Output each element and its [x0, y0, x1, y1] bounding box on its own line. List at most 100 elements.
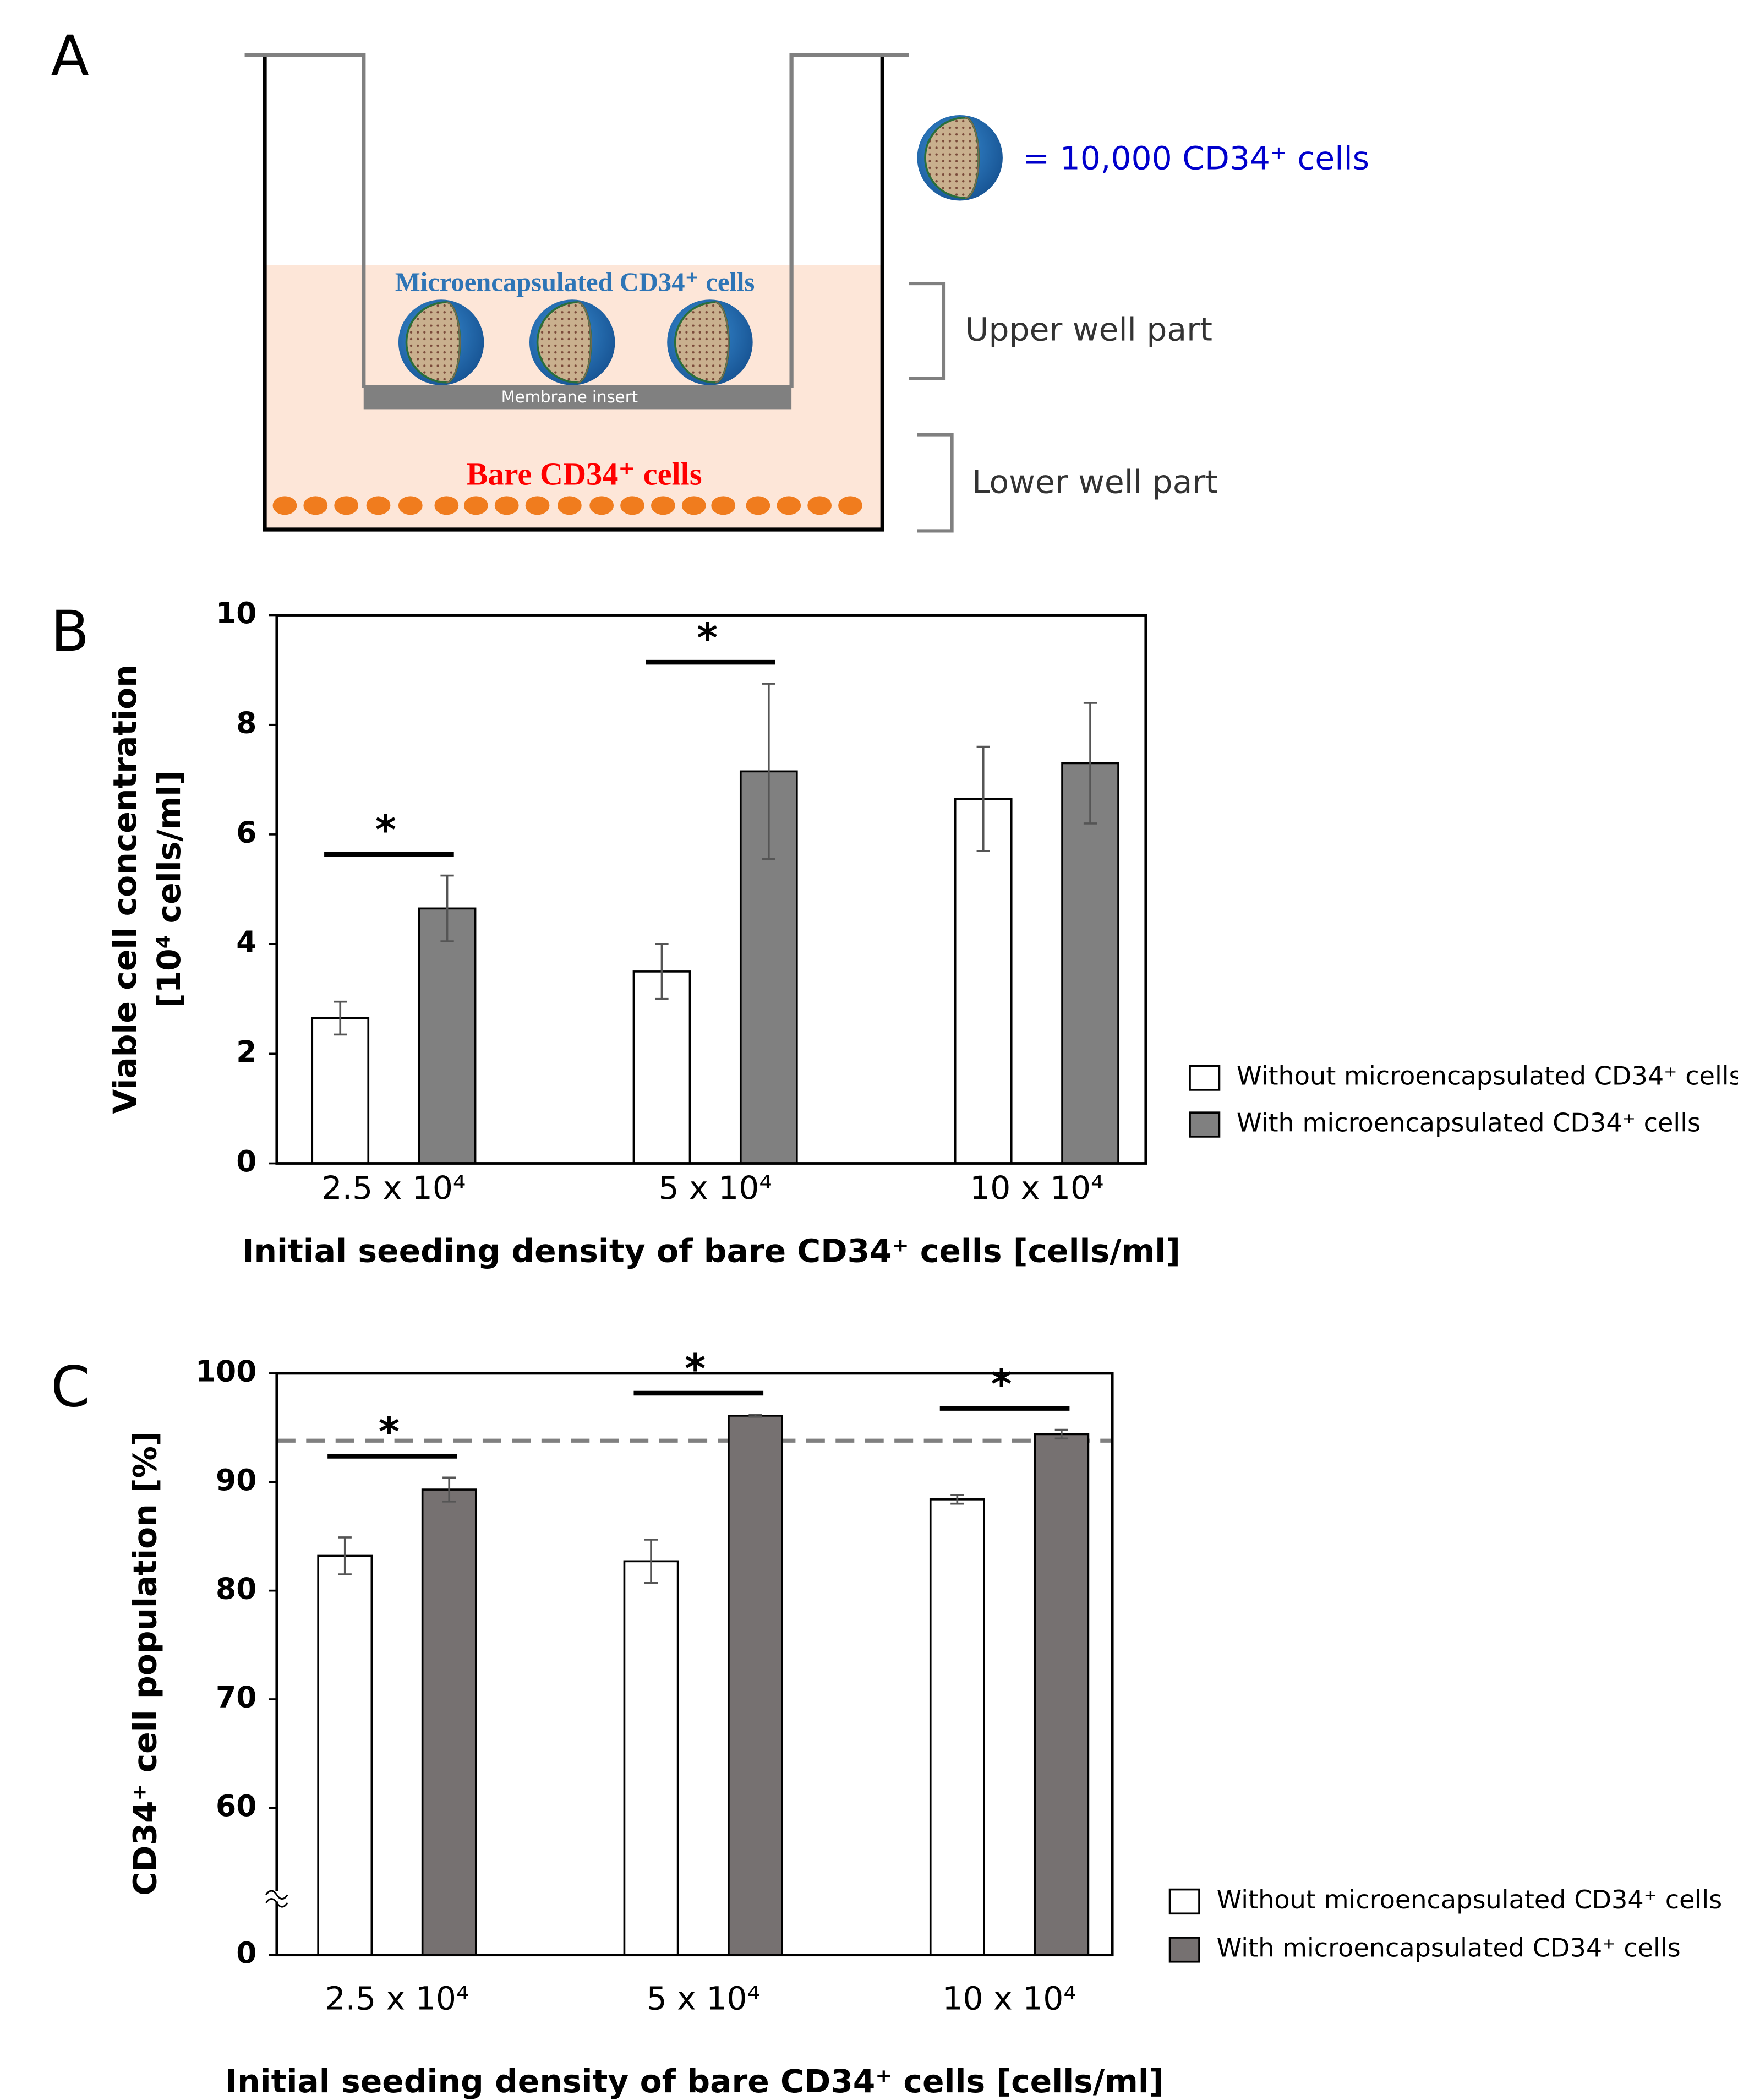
significance-label: * [375, 807, 396, 854]
panel-label: C [51, 1354, 90, 1420]
insert-label: Microencapsulated CD34⁺ cells [395, 268, 755, 297]
bare-cell [463, 496, 488, 515]
bare-cell [838, 496, 862, 515]
y-axis-label: [10⁴ cells/ml] [150, 771, 188, 1008]
bare-cell [334, 496, 359, 515]
bar [728, 1415, 783, 1956]
y-tick-label: 90 [216, 1463, 256, 1497]
capsule [397, 298, 485, 386]
capsule-legend [916, 114, 1004, 202]
x-axis-label: Initial seeding density of bare CD34⁺ ce… [225, 2063, 1163, 2100]
bare-cell [711, 496, 736, 515]
capsule [528, 298, 616, 386]
x-tick-label: 2.5 x 10⁴ [321, 1169, 466, 1207]
y-tick-label: 60 [216, 1788, 256, 1823]
bare-cell [589, 496, 614, 515]
significance-label: * [685, 1346, 706, 1393]
plot-frame [275, 1372, 1114, 1957]
legend-swatch [1168, 1888, 1200, 1915]
bar [954, 798, 1013, 1165]
error-bar [442, 1476, 456, 1503]
bare-cell [366, 496, 391, 515]
panel-label: A [51, 24, 89, 89]
y-axis-label: Viable cell concentration [106, 664, 144, 1114]
legend-label: Without microencapsulated CD34⁺ cells [1217, 1885, 1723, 1914]
bracket [909, 282, 946, 380]
x-tick-label: 10 x 10⁴ [942, 1979, 1076, 2017]
bracket [917, 433, 954, 533]
significance-label: * [697, 615, 718, 662]
x-tick-label: 5 x 10⁴ [659, 1169, 772, 1207]
bare-cell [807, 496, 832, 515]
membrane-label: Membrane insert [501, 388, 638, 406]
panel-label: B [51, 599, 89, 664]
bare-cell [557, 496, 582, 515]
x-axis-label: Initial seeding density of bare CD34⁺ ce… [242, 1232, 1180, 1269]
x-tick-label: 2.5 x 10⁴ [325, 1979, 469, 2017]
y-axis-label: CD34⁺ cell population [%] [126, 1431, 163, 1895]
bare-cells [272, 496, 862, 515]
diagram: A Membrane insert Microencapsulated CD34… [51, 24, 1369, 533]
y-tick-label: 8 [236, 705, 256, 740]
membrane [363, 385, 792, 410]
significance-label: * [379, 1409, 400, 1456]
bare-cell [681, 496, 706, 515]
error-bar [655, 943, 669, 1000]
bare-cell [777, 496, 801, 515]
error-bar [440, 874, 454, 942]
bar [632, 970, 691, 1165]
error-bar [1054, 1428, 1068, 1440]
bar [317, 1554, 373, 1956]
axis-break [265, 1890, 288, 1908]
bare-label: Bare CD34⁺ cells [467, 456, 702, 492]
capsule [666, 298, 754, 386]
y-tick-label: 0 [236, 1935, 256, 1970]
legend-label: With microencapsulated CD34⁺ cells [1217, 1933, 1681, 1962]
x-tick-label: 10 x 10⁴ [970, 1169, 1103, 1207]
legend-label: With microencapsulated CD34⁺ cells [1237, 1108, 1701, 1138]
bare-cell [272, 496, 297, 515]
insert-wall [244, 53, 366, 388]
bar [929, 1498, 985, 1956]
sphere-legend: = 10,000 CD34⁺ cells [1023, 140, 1369, 177]
bare-cell [434, 496, 459, 515]
bare-cell [651, 496, 675, 515]
error-bar [748, 1414, 762, 1418]
bare-cell [398, 496, 423, 515]
legend-swatch [1189, 1065, 1221, 1091]
error-bar [1083, 702, 1097, 825]
y-tick-label: 100 [195, 1354, 257, 1389]
y-tick-label: 70 [216, 1680, 256, 1715]
bar [1061, 762, 1119, 1165]
legend-label: Without microencapsulated CD34⁺ cells [1237, 1061, 1738, 1091]
error-bar [334, 1000, 347, 1036]
legend-swatch [1168, 1937, 1200, 1963]
error-bar [762, 683, 775, 860]
bare-cell [620, 496, 644, 515]
bar [1034, 1433, 1090, 1956]
bare-cell [303, 496, 328, 515]
lower-label: Lower well part [972, 463, 1218, 501]
upper-label: Upper well part [965, 311, 1212, 348]
error-bar [644, 1539, 658, 1584]
y-tick-label: 2 [236, 1034, 256, 1069]
error-bar [976, 745, 990, 852]
y-tick-label: 4 [236, 925, 256, 959]
well [263, 54, 884, 532]
y-tick-label: 0 [236, 1144, 256, 1179]
bar [739, 770, 798, 1165]
bare-cell [746, 496, 770, 515]
error-bar [338, 1536, 352, 1575]
x-tick-label: 5 x 10⁴ [647, 1979, 760, 2017]
significance-label: * [991, 1361, 1012, 1408]
plot-frame [275, 614, 1147, 1165]
y-tick-label: 10 [216, 596, 256, 630]
y-tick-label: 80 [216, 1571, 256, 1606]
insert-wall [789, 53, 909, 388]
bar [421, 1488, 477, 1956]
y-tick-label: 6 [236, 815, 256, 850]
legend-swatch [1189, 1111, 1221, 1138]
bar [311, 1017, 370, 1165]
bare-cell [494, 496, 519, 515]
